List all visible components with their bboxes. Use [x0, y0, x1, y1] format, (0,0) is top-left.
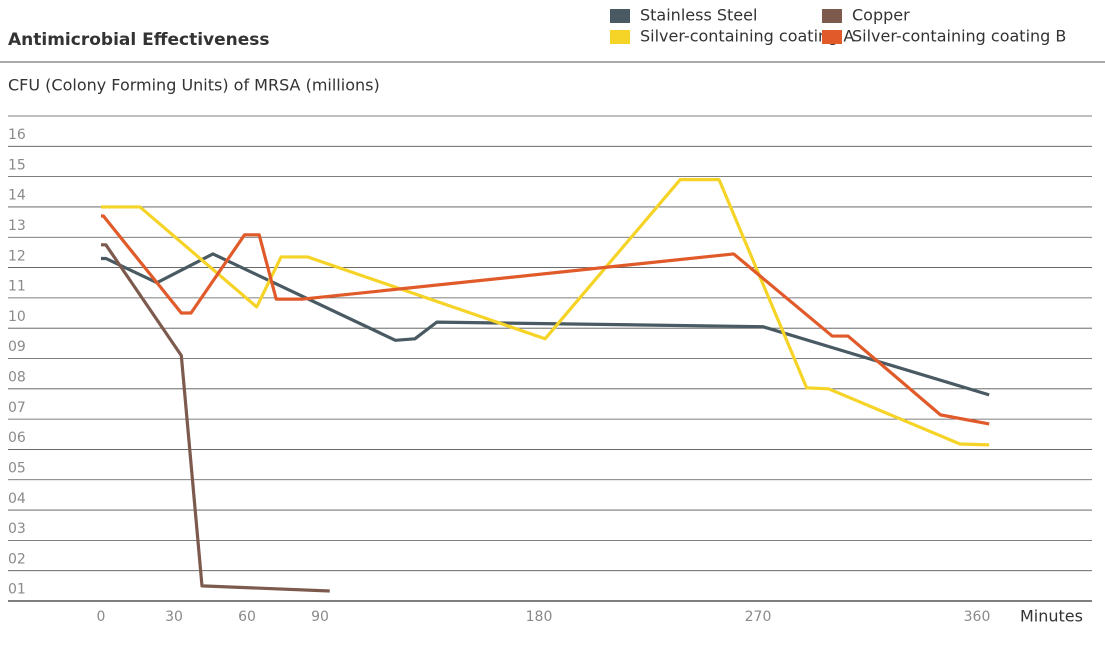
legend-swatch — [610, 30, 630, 44]
chart-subtitle: CFU (Colony Forming Units) of MRSA (mill… — [8, 76, 380, 95]
y-tick-label: 16 — [8, 127, 26, 143]
y-tick-label: 08 — [8, 370, 26, 386]
legend-label: Copper — [852, 6, 910, 25]
series-line — [101, 214, 990, 426]
series-line — [101, 243, 330, 593]
legend-label: Silver-containing coating A — [640, 27, 854, 46]
y-tick-label: 03 — [8, 521, 26, 537]
series-line — [101, 252, 990, 397]
y-tick-label: 01 — [8, 582, 26, 598]
legend-label: Stainless Steel — [640, 6, 757, 25]
y-tick-label: 07 — [8, 400, 26, 416]
y-tick-label: 04 — [8, 491, 26, 507]
y-tick-label: 10 — [8, 309, 26, 325]
y-tick-label: 06 — [8, 430, 26, 446]
y-tick-label: 13 — [8, 218, 26, 234]
y-tick-label: 02 — [8, 551, 26, 567]
x-tick-label: 0 — [97, 609, 106, 625]
y-tick-label: 14 — [8, 188, 26, 204]
x-tick-label: 30 — [165, 609, 183, 625]
legend-swatch — [822, 30, 842, 44]
y-tick-label: 12 — [8, 248, 26, 264]
y-tick-label: 09 — [8, 339, 26, 355]
legend-swatch — [822, 9, 842, 23]
chart-title: Antimicrobial Effectiveness — [8, 30, 270, 50]
x-tick-label: 360 — [964, 609, 991, 625]
y-tick-label: 15 — [8, 157, 26, 173]
x-tick-label: 180 — [526, 609, 553, 625]
legend-swatch — [610, 9, 630, 23]
legend-label: Silver-containing coating B — [852, 27, 1066, 46]
x-axis-label: Minutes — [1020, 607, 1083, 626]
series-line — [101, 178, 990, 447]
x-tick-label: 270 — [745, 609, 772, 625]
x-tick-label: 90 — [311, 609, 329, 625]
y-tick-label: 11 — [8, 279, 26, 295]
x-tick-label: 60 — [238, 609, 256, 625]
y-tick-label: 05 — [8, 460, 26, 476]
